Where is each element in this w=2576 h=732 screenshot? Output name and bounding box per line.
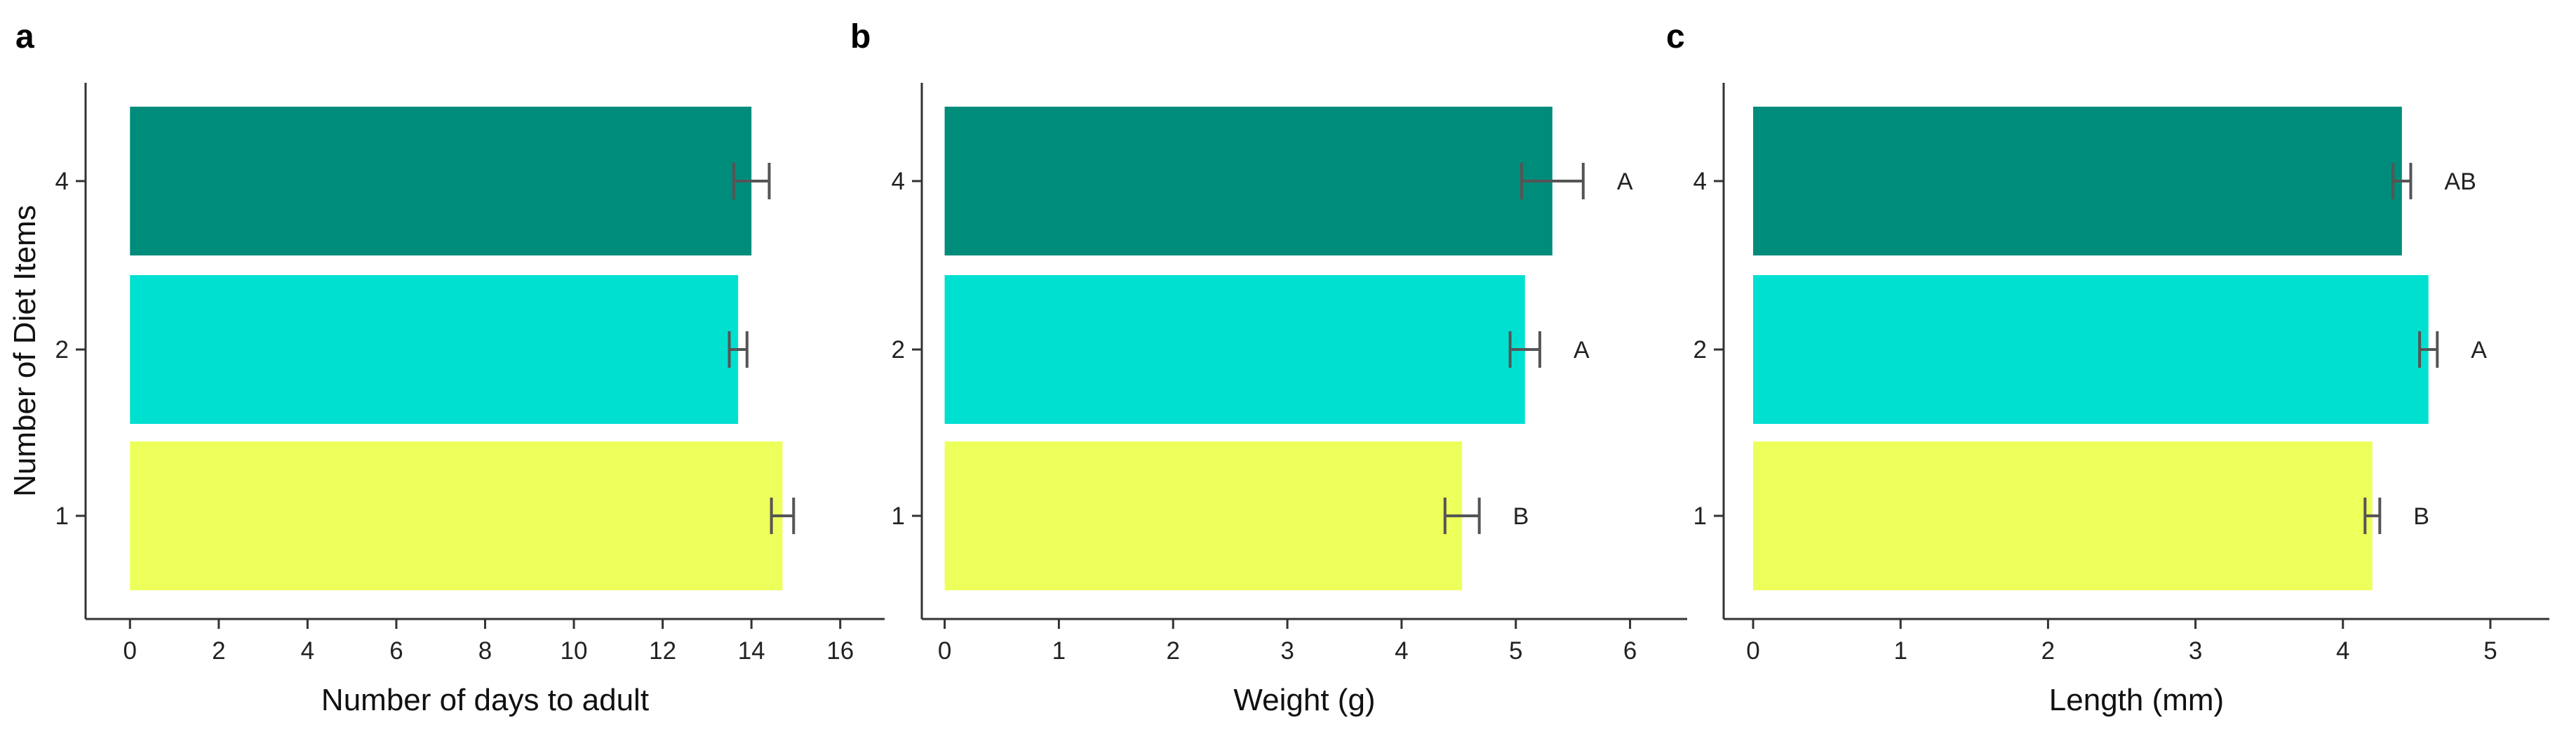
- y-tick-label: 4: [1693, 168, 1707, 195]
- bar: [130, 275, 739, 424]
- significance-letter: B: [1513, 503, 1529, 530]
- x-tick-label: 4: [301, 637, 314, 665]
- y-tick-label: 4: [55, 168, 69, 195]
- x-axis-title: Number of days to adult: [321, 683, 649, 717]
- panel-letter: c: [1666, 18, 1685, 55]
- y-tick-label: 2: [892, 336, 905, 364]
- bar: [1753, 275, 2429, 424]
- y-tick-label: 4: [892, 168, 905, 195]
- significance-letter: B: [2413, 503, 2429, 530]
- x-tick-label: 5: [2483, 637, 2497, 665]
- x-tick-label: 0: [123, 637, 137, 665]
- x-tick-label: 8: [478, 637, 492, 665]
- significance-letter: A: [1574, 337, 1590, 364]
- x-tick-label: 10: [561, 637, 588, 665]
- bar: [1753, 441, 2373, 590]
- significance-letter: A: [2471, 337, 2487, 364]
- x-axis-title: Weight (g): [1233, 683, 1375, 717]
- x-tick-label: 1: [1052, 637, 1066, 665]
- x-tick-label: 16: [826, 637, 854, 665]
- bar: [944, 275, 1525, 424]
- bar: [944, 107, 1552, 255]
- x-tick-label: 4: [1395, 637, 1408, 665]
- y-tick-label: 1: [55, 503, 69, 530]
- x-tick-label: 3: [1280, 637, 1294, 665]
- bar: [1753, 107, 2402, 255]
- x-tick-label: 3: [2189, 637, 2202, 665]
- x-tick-label: 0: [1746, 637, 1759, 665]
- panel-letter: a: [15, 18, 34, 55]
- significance-letter: A: [1617, 168, 1633, 195]
- y-tick-label: 2: [1693, 336, 1707, 364]
- x-tick-label: 5: [1509, 637, 1522, 665]
- panel-letter: b: [850, 18, 871, 55]
- x-tick-label: 12: [649, 637, 676, 665]
- y-tick-label: 2: [55, 336, 69, 364]
- bar: [130, 107, 752, 255]
- y-tick-label: 1: [1693, 503, 1707, 530]
- x-axis-title: Length (mm): [2049, 683, 2224, 717]
- y-tick-label: 1: [892, 503, 905, 530]
- x-tick-label: 0: [938, 637, 951, 665]
- bar: [944, 441, 1463, 590]
- y-axis-title: Number of Diet Items: [8, 205, 42, 497]
- bar: [130, 441, 783, 590]
- x-tick-label: 6: [389, 637, 403, 665]
- x-tick-label: 6: [1623, 637, 1637, 665]
- x-tick-label: 14: [738, 637, 765, 665]
- x-tick-label: 2: [212, 637, 225, 665]
- x-tick-label: 2: [2041, 637, 2055, 665]
- x-tick-label: 1: [1893, 637, 1907, 665]
- significance-letter: AB: [2444, 168, 2476, 195]
- x-tick-label: 2: [1167, 637, 1180, 665]
- x-tick-label: 4: [2336, 637, 2349, 665]
